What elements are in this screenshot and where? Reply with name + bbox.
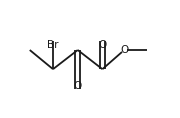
Text: O: O [74,81,82,91]
Text: O: O [98,40,107,51]
Text: O: O [120,45,128,55]
Text: Br: Br [47,40,59,51]
